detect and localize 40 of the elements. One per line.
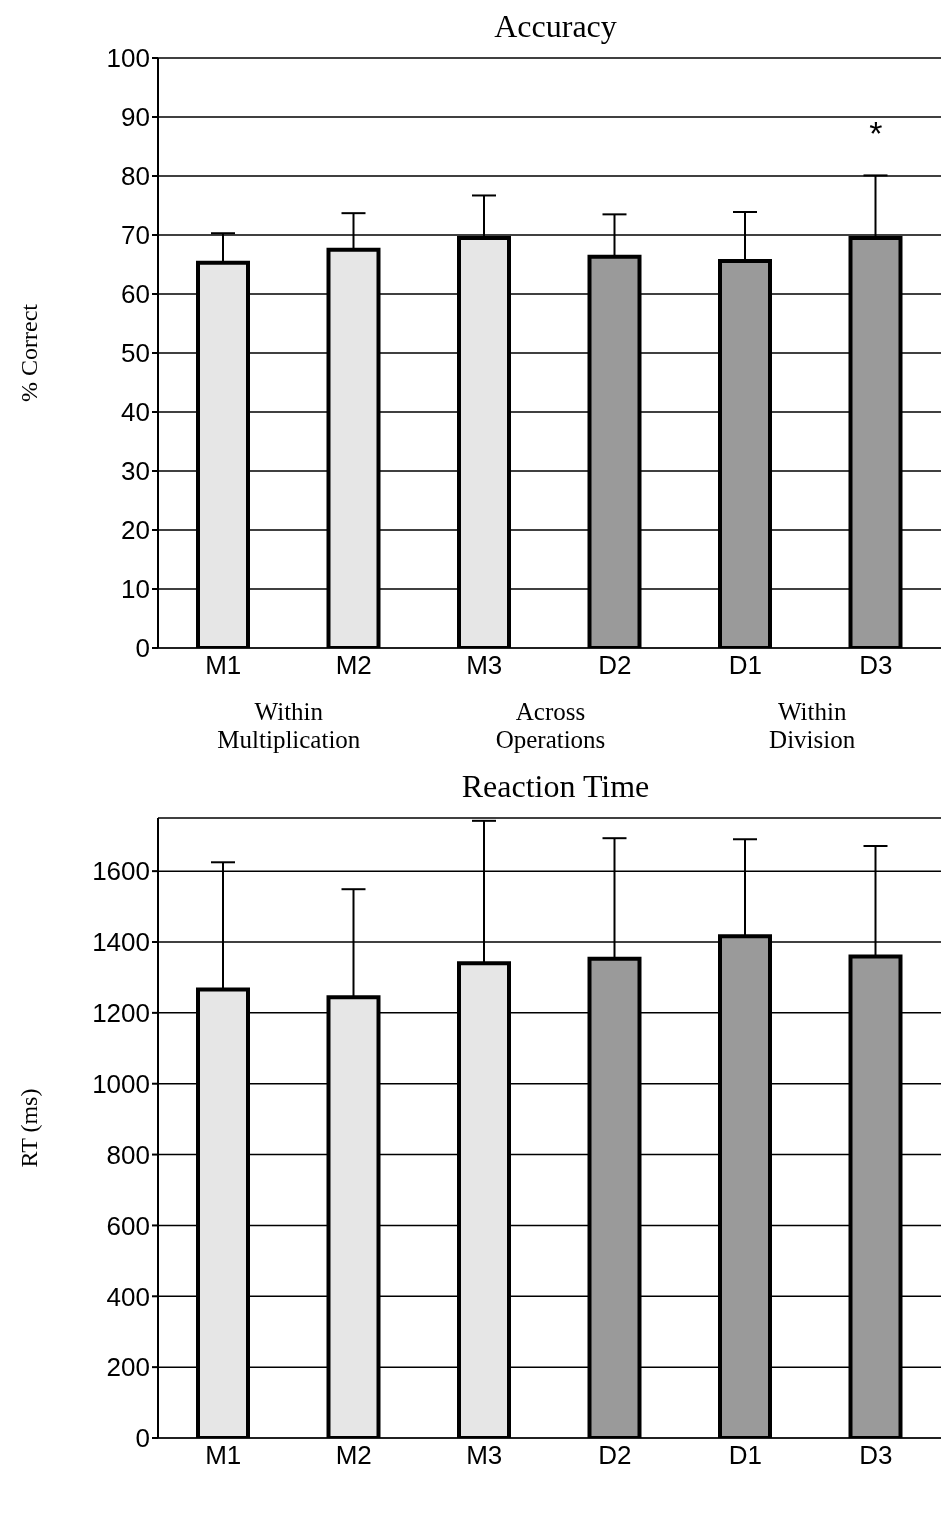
y-tick-label: 10 (121, 574, 150, 605)
x-tick-label: M3 (466, 650, 503, 681)
x-tick-label: D2 (598, 650, 632, 681)
x-tick-label: D1 (728, 1440, 762, 1471)
y-tick-label: 400 (106, 1281, 150, 1312)
y-tick-label: 200 (106, 1352, 150, 1383)
y-tick-label: 1200 (92, 998, 150, 1029)
x-tick-label: M2 (335, 650, 372, 681)
x-tick-label: D2 (598, 1440, 632, 1471)
x-tick-label: M1 (205, 1440, 242, 1471)
y-tick-label: 100 (106, 43, 150, 74)
y-tick-label: 800 (106, 1139, 150, 1170)
y-tick-label: 0 (135, 1423, 150, 1454)
y-tick-label: 90 (121, 102, 150, 133)
x-tick-label: M3 (466, 1440, 503, 1471)
y-tick-label: 1600 (92, 856, 150, 887)
x-tick-label: M1 (205, 650, 242, 681)
text: Within Multiplication (216, 698, 362, 755)
chart-title: Reaction Time (460, 768, 651, 806)
text: Within Division (768, 698, 857, 755)
y-axis-title: % Correct (15, 303, 42, 402)
chart-title: Accuracy (494, 8, 617, 44)
x-tick-label: M2 (335, 1440, 372, 1471)
y-tick-label: 600 (106, 1210, 150, 1241)
y-tick-label: 0 (135, 633, 150, 664)
y-tick-label: 70 (121, 220, 150, 251)
y-tick-label: 60 (121, 279, 150, 310)
annotation: * (869, 114, 883, 153)
x-tick-label: D1 (728, 650, 762, 681)
y-tick-label: 30 (121, 456, 150, 487)
y-tick-label: 20 (121, 515, 150, 546)
y-tick-label: 1000 (92, 1068, 150, 1099)
y-tick-label: 50 (121, 338, 150, 369)
text: Across Operations (494, 698, 607, 755)
y-axis-title: RT (ms) (15, 1088, 42, 1168)
x-tick-label: D3 (859, 1440, 893, 1471)
y-tick-label: 1400 (92, 927, 150, 958)
x-tick-label: D3 (859, 650, 893, 681)
y-tick-label: 40 (121, 397, 150, 428)
y-tick-label: 80 (121, 161, 150, 192)
